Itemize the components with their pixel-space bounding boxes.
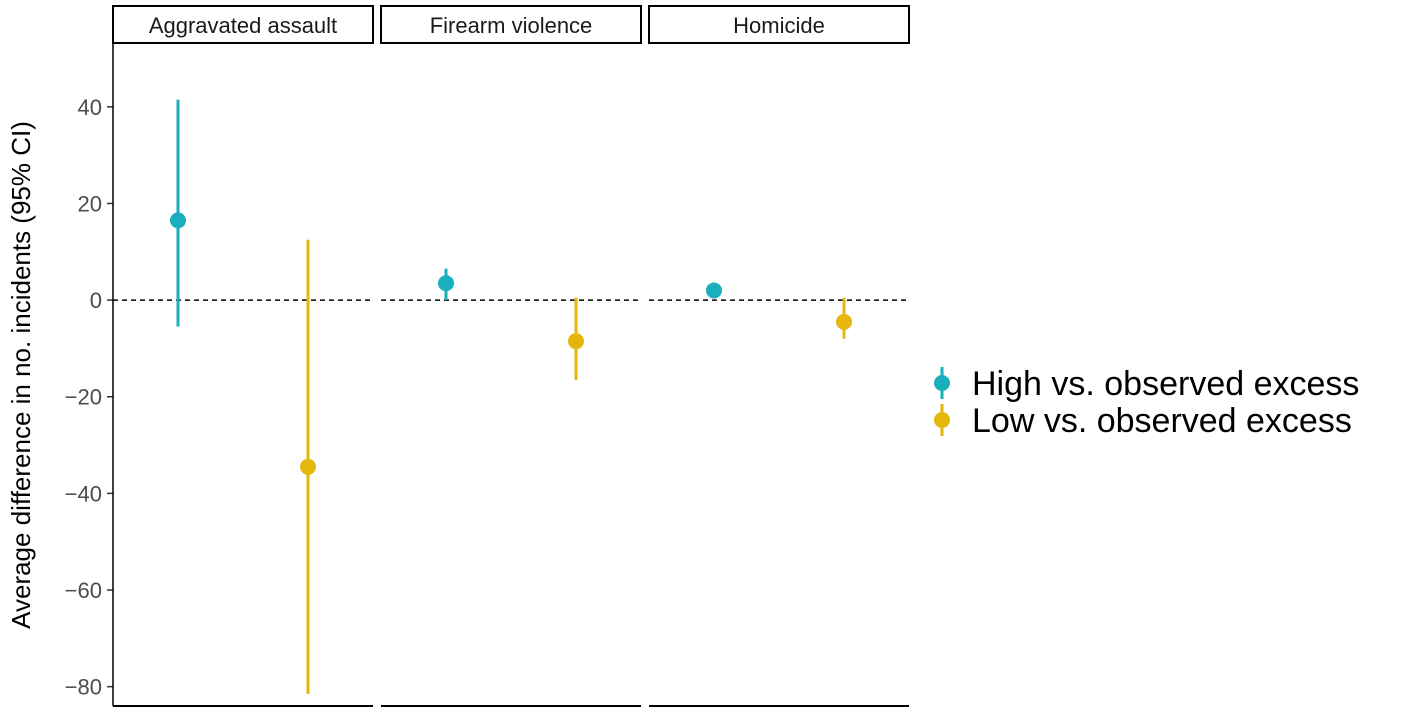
y-tick-label: −80 (65, 675, 102, 700)
y-tick-label: −40 (65, 481, 102, 506)
y-tick-label: −20 (65, 385, 102, 410)
point-high-vs-observed-excess (706, 282, 722, 299)
y-axis-ticks: 40 20 0 −20 −40 −60 −80 (65, 95, 113, 700)
facet-strip (380, 5, 642, 44)
legend-key-point (934, 412, 950, 428)
facet-homicide: Homicide (648, 5, 910, 707)
facet-firearm-violence: Firearm violence (380, 5, 642, 707)
point-low-vs-observed-excess (568, 333, 584, 350)
y-tick-label: 20 (78, 191, 102, 216)
point-high-vs-observed-excess (170, 212, 186, 229)
facet-strip-label: Aggravated assault (149, 13, 337, 38)
legend-label: High vs. observed excess (972, 365, 1359, 403)
facet-aggravated-assault: Aggravated assault (112, 5, 374, 707)
legend-item-low-vs-observed-excess: Low vs. observed excess (934, 402, 1352, 440)
facet-strip (112, 5, 374, 44)
facet-strip-label: Homicide (733, 13, 825, 38)
point-low-vs-observed-excess (300, 458, 316, 475)
facet-strip (648, 5, 910, 44)
point-high-vs-observed-excess (438, 275, 454, 292)
legend-item-high-vs-observed-excess: High vs. observed excess (934, 365, 1359, 403)
y-tick-label: 40 (78, 95, 102, 120)
point-low-vs-observed-excess (836, 313, 852, 330)
y-axis-label: Average difference in no. incidents (95%… (6, 121, 36, 629)
y-tick-label: 0 (90, 288, 102, 313)
facet-panels: Aggravated assault Firearm violence Homici… (112, 5, 910, 707)
y-tick-label: −60 (65, 578, 102, 603)
facet-strip-label: Firearm violence (430, 13, 593, 38)
legend-key-point (934, 375, 950, 391)
legend-label: Low vs. observed excess (972, 402, 1352, 440)
